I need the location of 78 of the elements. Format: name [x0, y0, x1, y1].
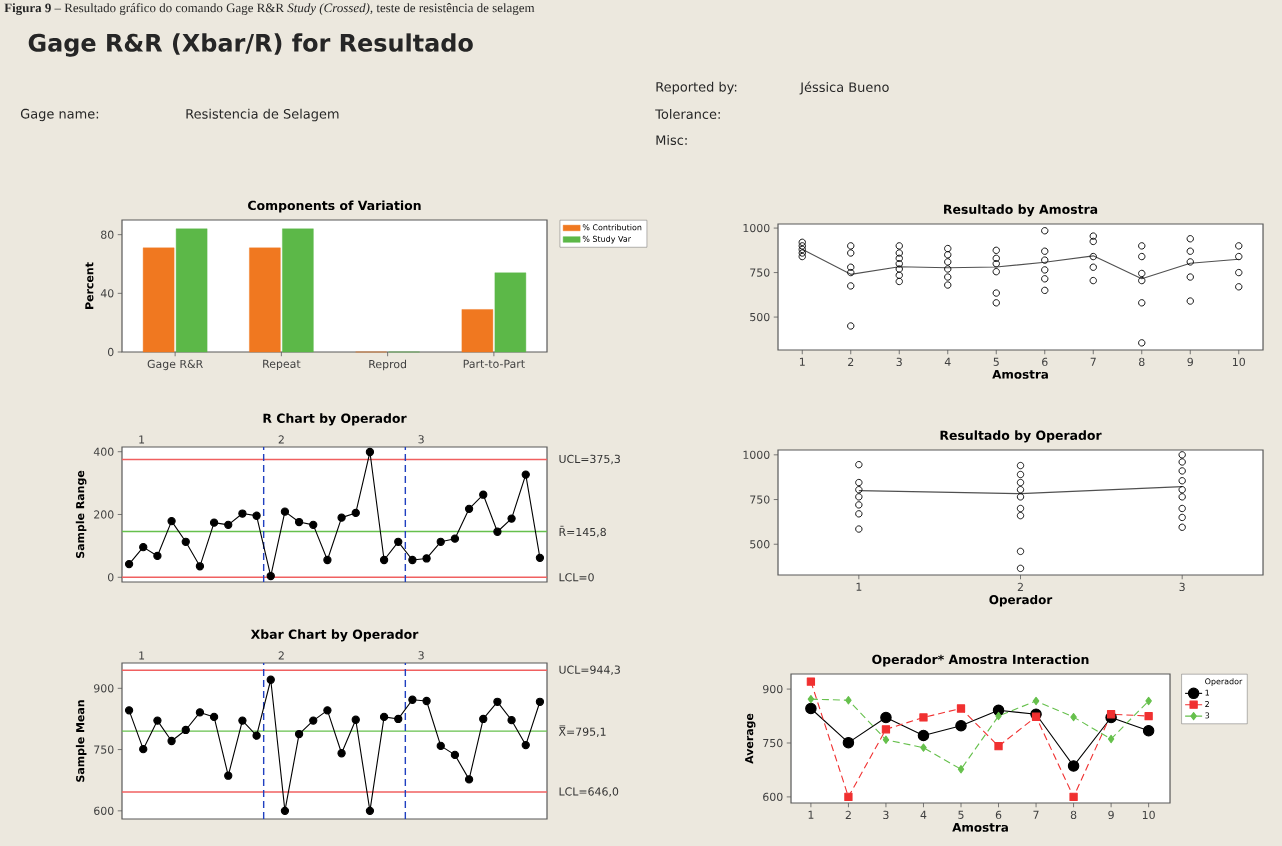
text: Gage name: [20, 108, 99, 122]
y-axis-title: Sample Mean [75, 700, 87, 782]
y-tick-label: 600 [94, 806, 114, 815]
y-tick-label: 0 [107, 573, 114, 582]
x-tick-label: 8 [1070, 810, 1077, 820]
text: Resistencia de Selagem [186, 108, 339, 122]
x-tick-label: 2 [1017, 582, 1023, 591]
chart-title: Resultado by Operador [940, 430, 1102, 443]
x-axis-title: Operador [989, 594, 1053, 607]
x-tick-label: 2 [848, 357, 854, 366]
y-tick-label: 750 [763, 738, 783, 748]
x-tick-label: 7 [1033, 810, 1039, 819]
x-tick-label: 5 [993, 357, 999, 366]
ref-line-label: LCL=646,0 [559, 787, 619, 797]
x-tick-label: 9 [1108, 810, 1114, 820]
x-tick-label: Gage R&R [147, 359, 203, 371]
x2-tick-label: 1 [139, 651, 145, 660]
x-tick-label: 9 [1187, 357, 1193, 367]
x2-tick-label: 1 [139, 435, 145, 444]
y-tick-label: 400 [93, 447, 114, 456]
x-tick-label: 3 [883, 810, 889, 820]
y-axis-title: Average [745, 713, 756, 764]
text: Gage R&R (Xbar/R) for Resultado [28, 33, 473, 57]
ref-line-label: UCL=375,3 [559, 454, 620, 465]
ref-line-label: X̿=795,1 [558, 725, 606, 737]
x-tick-label: 8 [1139, 357, 1145, 367]
x-tick-label: 2 [845, 810, 851, 819]
chart-title: Xbar Chart by Operador [250, 629, 419, 642]
y-tick-label: 900 [763, 684, 783, 694]
x-tick-label: 7 [1090, 357, 1096, 366]
ref-line-label: R̄=145,8 [559, 525, 606, 538]
x-tick-label: 10 [1233, 357, 1245, 367]
y-tick-label: 750 [750, 268, 770, 277]
x-tick-label: 1 [856, 582, 862, 591]
y-axis-title: Sample Range [75, 470, 87, 558]
x-tick-label: 5 [958, 810, 964, 819]
x-tick-label: 6 [1042, 357, 1048, 367]
x-tick-label: 6 [995, 810, 1002, 820]
x-axis-title: Amostra [952, 822, 1008, 832]
x-tick-label: 10 [1142, 810, 1155, 820]
chart-title: Operador* Amostra Interaction [872, 654, 1089, 667]
y-tick-label: 80 [101, 230, 114, 239]
y-tick-label: 500 [750, 312, 770, 322]
x-axis-title: Amostra [992, 369, 1048, 379]
x-tick-label: 4 [920, 810, 927, 819]
x2-tick-label: 2 [278, 435, 284, 444]
chart-title: R Chart by Operador [263, 413, 407, 426]
text: Jéssica Bueno [799, 81, 889, 95]
y-tick-label: 500 [750, 540, 770, 549]
y-tick-label: 750 [750, 495, 770, 504]
y-tick-label: 600 [763, 792, 783, 802]
y-tick-label: 1000 [743, 223, 770, 233]
x-tick-label: Part-to-Part [463, 359, 525, 368]
x-tick-label: Repeat [263, 359, 301, 371]
chart-title: Resultado by Amostra [944, 204, 1098, 217]
text: Figura 9 – Resultado gráfico do comando Gage R&R Study (Crossed), teste de resistência de selagem [4, 2, 535, 15]
y-tick-label: 900 [94, 684, 114, 693]
x-tick-label: Reprod [369, 359, 407, 371]
y-tick-label: 40 [100, 289, 114, 298]
text: Reported by: [656, 81, 737, 95]
y-tick-label: 200 [94, 510, 114, 519]
y-tick-label: 0 [107, 347, 114, 357]
x-tick-label: 1 [799, 357, 805, 366]
text: Tolerance: [655, 108, 720, 120]
y-axis-title: Percent [85, 262, 94, 309]
x-tick-label: 3 [1179, 582, 1185, 592]
ref-line-label: LCL=0 [559, 573, 594, 582]
ref-line-label: UCL=944,3 [559, 665, 620, 675]
y-tick-label: 750 [94, 745, 114, 754]
x2-tick-label: 3 [418, 651, 424, 660]
y-tick-label: 1000 [743, 450, 770, 459]
x-tick-label: 4 [944, 357, 951, 366]
x-tick-label: 3 [896, 357, 902, 367]
x2-tick-label: 3 [418, 435, 424, 444]
text: Misc: [656, 134, 687, 146]
chart-title: Components of Variation [248, 200, 421, 213]
x-tick-label: 1 [808, 810, 814, 819]
x2-tick-label: 2 [278, 651, 284, 660]
